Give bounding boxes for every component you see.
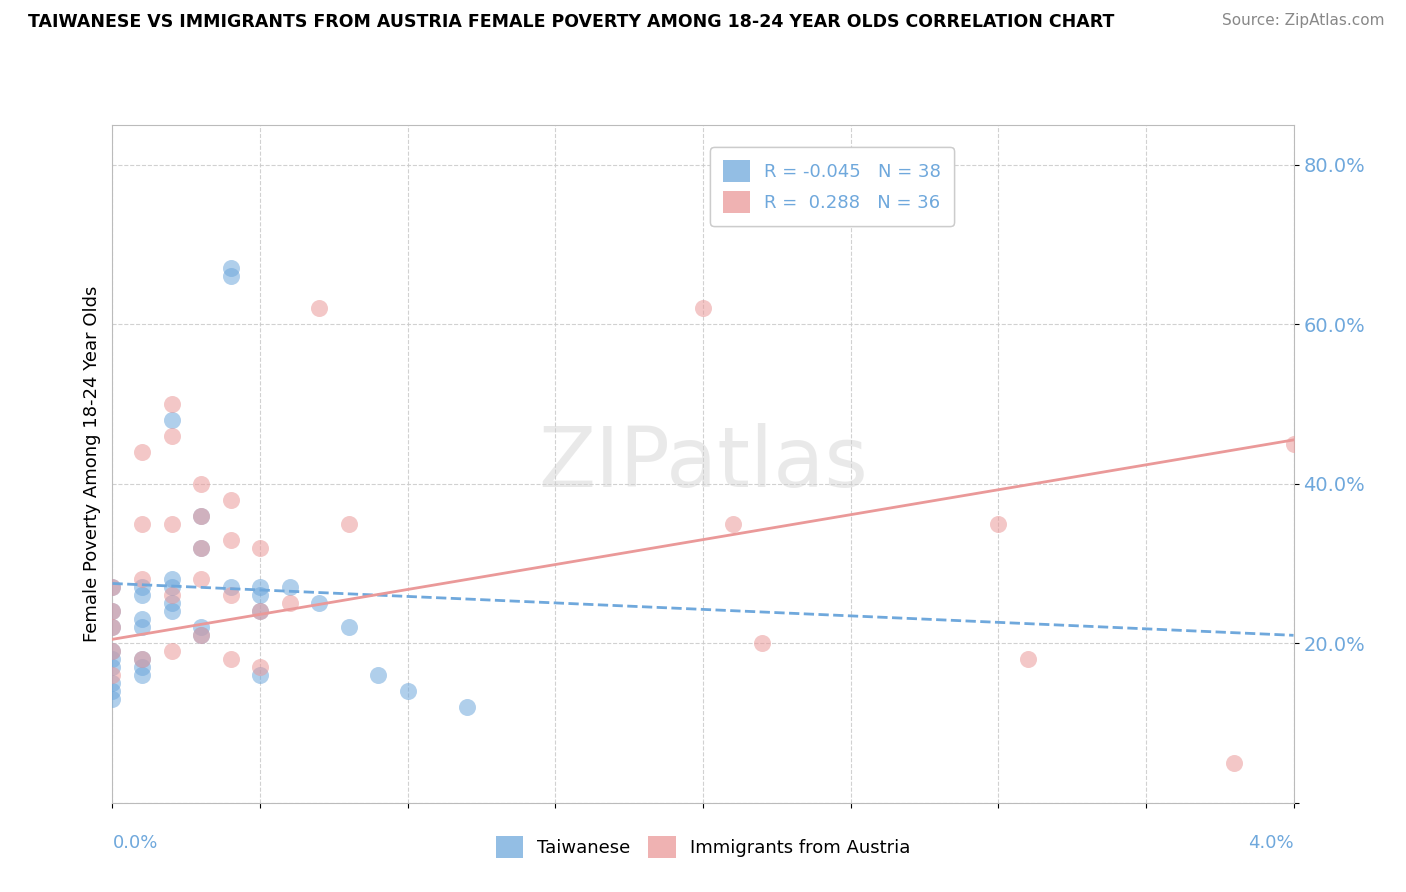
Point xyxy=(160,413,183,427)
Point xyxy=(1282,437,1305,451)
Text: Source: ZipAtlas.com: Source: ZipAtlas.com xyxy=(1222,13,1385,29)
Point xyxy=(190,541,212,555)
Point xyxy=(1223,756,1246,770)
Point xyxy=(160,589,183,603)
Point xyxy=(160,429,183,443)
Point xyxy=(101,620,124,634)
Point xyxy=(131,516,153,531)
Point xyxy=(249,668,271,682)
Point xyxy=(337,516,360,531)
Point xyxy=(131,652,153,666)
Point xyxy=(101,668,124,682)
Point xyxy=(219,492,242,507)
Y-axis label: Female Poverty Among 18-24 Year Olds: Female Poverty Among 18-24 Year Olds xyxy=(83,285,101,642)
Point xyxy=(131,445,153,459)
Point xyxy=(249,541,271,555)
Point xyxy=(278,596,301,610)
Point xyxy=(219,269,242,284)
Point xyxy=(219,581,242,595)
Point xyxy=(987,516,1010,531)
Point xyxy=(101,676,124,690)
Point xyxy=(101,604,124,618)
Point xyxy=(367,668,389,682)
Point xyxy=(219,652,242,666)
Point xyxy=(160,644,183,658)
Point xyxy=(131,652,153,666)
Point xyxy=(131,581,153,595)
Point xyxy=(131,620,153,634)
Point xyxy=(190,541,212,555)
Point xyxy=(219,533,242,547)
Point xyxy=(219,261,242,276)
Point xyxy=(101,692,124,706)
Point xyxy=(278,581,301,595)
Point xyxy=(101,652,124,666)
Point xyxy=(219,589,242,603)
Point xyxy=(721,516,744,531)
Point xyxy=(249,589,271,603)
Text: TAIWANESE VS IMMIGRANTS FROM AUSTRIA FEMALE POVERTY AMONG 18-24 YEAR OLDS CORREL: TAIWANESE VS IMMIGRANTS FROM AUSTRIA FEM… xyxy=(28,13,1115,31)
Point xyxy=(101,684,124,698)
Point xyxy=(456,700,478,714)
Point xyxy=(101,644,124,658)
Point xyxy=(131,612,153,626)
Point xyxy=(160,397,183,411)
Point xyxy=(1017,652,1039,666)
Point xyxy=(190,628,212,642)
Legend: Taiwanese, Immigrants from Austria: Taiwanese, Immigrants from Austria xyxy=(488,829,918,865)
Point xyxy=(160,581,183,595)
Point xyxy=(249,581,271,595)
Text: 4.0%: 4.0% xyxy=(1249,834,1294,852)
Point xyxy=(160,516,183,531)
Text: 0.0%: 0.0% xyxy=(112,834,157,852)
Point xyxy=(101,644,124,658)
Point xyxy=(131,660,153,674)
Point xyxy=(131,589,153,603)
Point xyxy=(190,508,212,523)
Point xyxy=(101,604,124,618)
Legend: R = -0.045   N = 38, R =  0.288   N = 36: R = -0.045 N = 38, R = 0.288 N = 36 xyxy=(710,147,953,226)
Point xyxy=(131,668,153,682)
Point xyxy=(160,573,183,587)
Text: ZIPatlas: ZIPatlas xyxy=(538,424,868,504)
Point xyxy=(190,620,212,634)
Point xyxy=(160,596,183,610)
Point xyxy=(308,596,330,610)
Point xyxy=(160,604,183,618)
Point xyxy=(692,301,714,316)
Point xyxy=(101,581,124,595)
Point xyxy=(190,476,212,491)
Point xyxy=(101,581,124,595)
Point xyxy=(249,604,271,618)
Point xyxy=(337,620,360,634)
Point xyxy=(101,660,124,674)
Point xyxy=(190,573,212,587)
Point xyxy=(249,660,271,674)
Point xyxy=(131,573,153,587)
Point xyxy=(190,508,212,523)
Point xyxy=(308,301,330,316)
Point xyxy=(101,620,124,634)
Point xyxy=(396,684,419,698)
Point xyxy=(751,636,773,650)
Point xyxy=(190,628,212,642)
Point xyxy=(249,604,271,618)
